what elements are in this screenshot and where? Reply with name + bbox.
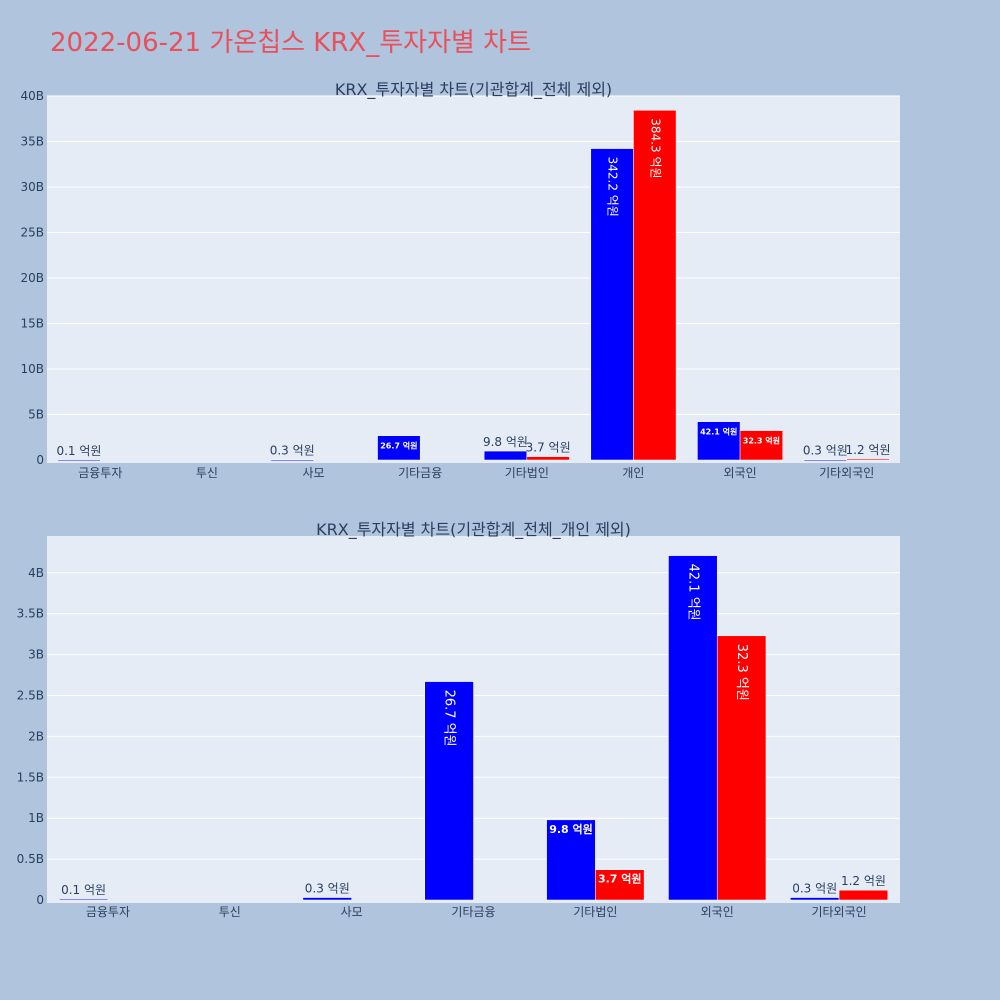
- x-tick-label: 외국인: [701, 905, 734, 919]
- x-tick-label: 기타법인: [573, 905, 617, 919]
- bar: [302, 897, 352, 901]
- x-tick-label: 투신: [219, 905, 241, 919]
- bar-data-label: 1.2 억원: [846, 443, 891, 457]
- y-tick-label: 0: [36, 893, 44, 907]
- bar-data-label: 9.8 억원: [549, 822, 593, 836]
- bar: [803, 459, 847, 461]
- bar: [697, 421, 741, 461]
- y-tick-label: 2.5B: [17, 689, 44, 703]
- bar-data-label: 0.1 억원: [61, 883, 106, 897]
- y-tick-label: 1.5B: [17, 770, 44, 784]
- bar: [838, 889, 889, 901]
- x-tick-label: 외국인: [724, 466, 757, 480]
- y-tick-label: 5B: [28, 408, 44, 422]
- bar: [595, 869, 645, 901]
- bar-data-label: 0.3 억원: [792, 882, 837, 896]
- x-tick-label: 투신: [196, 466, 218, 480]
- y-tick-label: 2B: [28, 729, 44, 743]
- x-tick-label: 기타금융: [451, 905, 495, 919]
- bar-data-label: 1.2 억원: [841, 874, 886, 888]
- y-tick-label: 35B: [20, 135, 44, 149]
- bar: [424, 681, 474, 901]
- bar-data-label: 3.7 억원: [598, 872, 642, 886]
- y-tick-label: 1B: [28, 811, 44, 825]
- y-tick-label: 30B: [20, 180, 44, 194]
- bar-data-label: 3.7 억원: [526, 441, 571, 455]
- x-tick-label: 사모: [303, 466, 325, 480]
- bar: [270, 459, 314, 461]
- bar: [58, 898, 109, 901]
- y-tick-label: 10B: [20, 362, 44, 376]
- x-tick-label: 기타법인: [505, 466, 549, 480]
- bar: [590, 148, 634, 461]
- bar: [526, 456, 570, 461]
- bar-data-label: 0.3 억원: [305, 882, 350, 896]
- y-tick-label: 3.5B: [17, 607, 44, 621]
- x-tick-label: 사모: [341, 905, 363, 919]
- plot-area-1: [47, 96, 900, 463]
- bar-data-label: 26.7 억원: [380, 441, 417, 451]
- bar: [57, 459, 101, 462]
- y-tick-label: 40B: [20, 89, 44, 103]
- bar: [546, 819, 596, 901]
- bar: [739, 430, 783, 461]
- bar-data-label: 0.3 억원: [270, 444, 315, 458]
- y-tick-label: 3B: [28, 648, 44, 662]
- chart-title-2: KRX_투자자별 차트(기관합계_전체_개인 제외): [316, 520, 631, 540]
- x-tick-label: 금융투자: [78, 466, 122, 480]
- y-tick-label: 4B: [28, 566, 44, 580]
- bar: [846, 458, 890, 461]
- y-tick-label: 20B: [20, 271, 44, 285]
- bar: [790, 897, 840, 901]
- bar-data-label: 26.7 억원: [442, 690, 457, 747]
- y-tick-label: 0.5B: [17, 852, 44, 866]
- bar-data-label: 9.8 억원: [483, 435, 528, 449]
- x-tick-label: 금융투자: [86, 905, 130, 919]
- bar-data-label: 0.3 억원: [803, 444, 848, 458]
- bar: [716, 635, 767, 901]
- bar: [483, 450, 528, 461]
- bar: [377, 435, 421, 461]
- bar-data-label: 0.1 억원: [56, 444, 101, 458]
- bar-data-label: 32.3 억원: [743, 436, 780, 446]
- y-tick-label: 25B: [20, 226, 44, 240]
- bar-data-label: 42.1 억원: [700, 427, 737, 437]
- bar-data-label: 42.1 억원: [685, 564, 700, 621]
- x-tick-label: 기타외국인: [811, 905, 866, 919]
- x-tick-label: 기타외국인: [819, 466, 874, 480]
- bar-data-label: 342.2 억원: [606, 157, 620, 217]
- y-tick-label: 15B: [20, 317, 44, 331]
- x-tick-label: 개인: [622, 466, 644, 480]
- bar: [633, 110, 677, 461]
- bar-data-label: 32.3 억원: [734, 644, 749, 701]
- y-tick-label: 0: [36, 453, 44, 467]
- page-title: 2022-06-21 가온칩스 KRX_투자자별 차트: [50, 28, 532, 58]
- chart-title-1: KRX_투자자별 차트(기관합계_전체 제외): [335, 80, 612, 100]
- x-tick-label: 기타금융: [398, 466, 442, 480]
- bar-data-label: 384.3 억원: [648, 118, 662, 178]
